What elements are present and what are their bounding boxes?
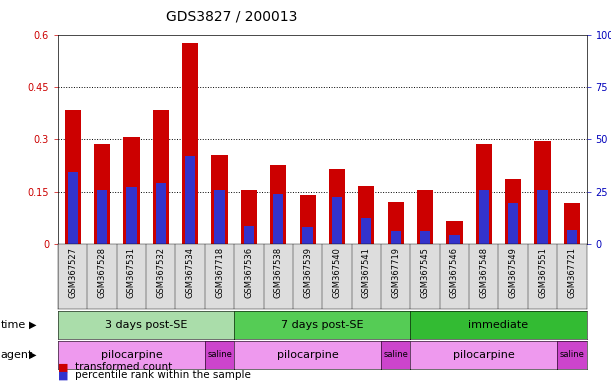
Bar [538,190,547,244]
Bar [299,195,316,244]
Text: transformed count: transformed count [75,362,172,372]
Bar [417,190,433,244]
Bar [153,109,169,244]
Bar [273,194,284,244]
Text: saline: saline [383,350,408,359]
Bar [185,156,196,244]
Bar [65,109,81,244]
Bar [390,230,401,244]
Text: GSM367721: GSM367721 [568,247,576,298]
Text: GSM367548: GSM367548 [479,247,488,298]
Text: GSM367551: GSM367551 [538,247,547,298]
Bar [329,169,345,244]
Bar [241,190,257,244]
Bar [476,144,492,244]
Text: GSM367719: GSM367719 [391,247,400,298]
Text: GSM367540: GSM367540 [332,247,342,298]
Text: GSM367546: GSM367546 [450,247,459,298]
Bar [567,230,577,244]
Text: GSM367536: GSM367536 [244,247,254,298]
Bar [478,190,489,244]
Bar [94,144,110,244]
Text: saline: saline [560,350,584,359]
Text: GSM367545: GSM367545 [420,247,430,298]
Text: pilocarpine: pilocarpine [101,350,163,360]
Text: GSM367527: GSM367527 [68,247,77,298]
Text: 7 days post-SE: 7 days post-SE [281,320,364,330]
Text: 3 days post-SE: 3 days post-SE [105,320,188,330]
Bar [447,221,463,244]
Text: pilocarpine: pilocarpine [453,350,514,360]
Text: agent: agent [1,350,33,360]
Text: ▶: ▶ [29,350,37,360]
Bar [420,230,430,244]
Text: GSM367528: GSM367528 [98,247,106,298]
Bar [123,137,139,244]
Text: ■: ■ [58,370,68,380]
Text: GSM367534: GSM367534 [186,247,195,298]
Text: time: time [1,320,26,330]
Bar [126,187,137,244]
Bar [358,186,375,244]
Bar [211,155,228,244]
Text: ■: ■ [58,362,68,372]
Text: saline: saline [207,350,232,359]
Bar [244,227,254,244]
Text: GSM367541: GSM367541 [362,247,371,298]
Bar [387,202,404,244]
Text: GSM367549: GSM367549 [508,247,518,298]
Bar [332,197,342,244]
Bar [361,218,371,244]
Text: GSM367532: GSM367532 [156,247,166,298]
Bar [68,172,78,244]
Text: GSM367718: GSM367718 [215,247,224,298]
Text: GSM367538: GSM367538 [274,247,283,298]
Bar [182,43,198,244]
Text: GSM367531: GSM367531 [127,247,136,298]
Bar [156,184,166,244]
Bar [302,227,313,244]
Text: ▶: ▶ [29,320,37,330]
Text: GDS3827 / 200013: GDS3827 / 200013 [166,10,298,23]
Bar [214,190,225,244]
Text: pilocarpine: pilocarpine [277,350,338,360]
Bar [508,203,518,244]
Bar [564,203,580,244]
Bar [270,166,287,244]
Bar [505,179,521,244]
Bar [97,190,107,244]
Text: immediate: immediate [469,320,529,330]
Bar [535,141,551,244]
Text: percentile rank within the sample: percentile rank within the sample [75,370,251,380]
Text: GSM367539: GSM367539 [303,247,312,298]
Bar [449,235,459,244]
